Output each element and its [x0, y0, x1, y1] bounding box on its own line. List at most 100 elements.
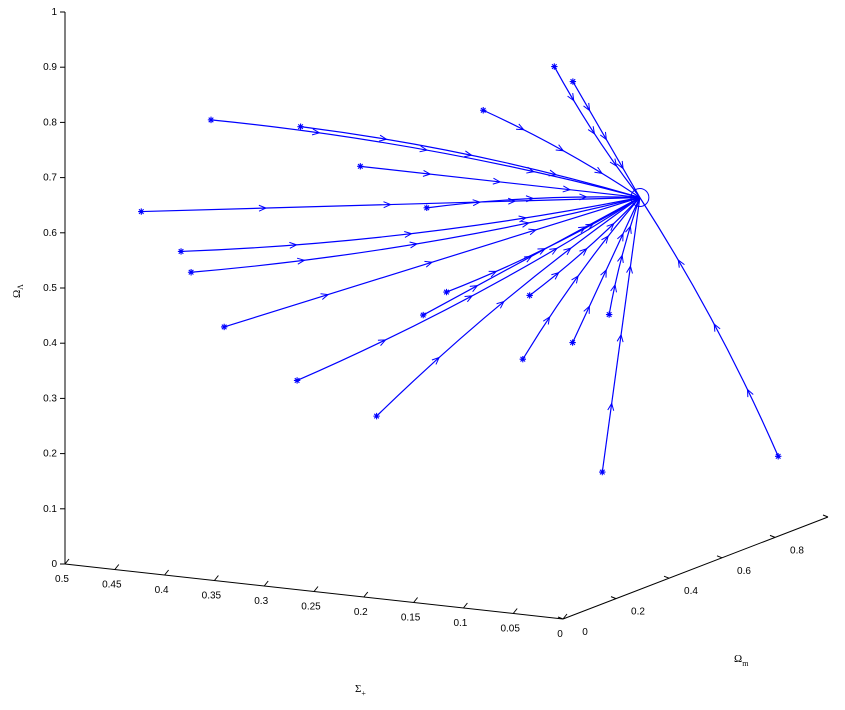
x-tick-label: 0.5: [55, 574, 69, 585]
trajectory: [639, 197, 782, 460]
direction-arrow: [617, 254, 624, 264]
direction-arrow: [472, 199, 482, 207]
trajectory-start-marker: [526, 292, 533, 299]
direction-arrow: [469, 285, 479, 292]
trajectory-line: [181, 196, 640, 253]
y-tick: [716, 555, 723, 559]
x-tick-label: 0.3: [254, 596, 268, 607]
x-tick-label: 0.35: [202, 591, 222, 602]
direction-arrow: [549, 247, 559, 255]
x-tick: [164, 569, 169, 576]
z-tick-label: 0.4: [43, 338, 57, 349]
trajectory: [177, 196, 640, 255]
direction-arrow: [525, 195, 535, 203]
trajectory-line: [210, 119, 641, 199]
z-axis-label: ΩΛ: [11, 284, 25, 298]
trajectory-line: [639, 197, 779, 457]
y-tick-label: 0.8: [790, 545, 804, 556]
direction-arrow: [567, 92, 575, 102]
direction-arrow: [677, 259, 685, 268]
direction-arrow: [563, 247, 572, 256]
trajectory-line: [482, 109, 641, 198]
axes-group: 0 0.1 0.2 0.3 0.4 0.5 0.6 0.7 0.8 0.9 1 0.5 0.45 0.4…: [43, 7, 829, 640]
z-tick-label: 0.1: [43, 504, 57, 515]
trajectory: [526, 197, 641, 299]
direction-arrow: [464, 295, 474, 303]
x-tick: [214, 575, 219, 581]
direction-arrow: [585, 223, 595, 231]
trajectory: [187, 196, 640, 276]
trajectory: [220, 196, 641, 331]
x-tick-label: 0.05: [500, 624, 520, 635]
trajectories-group: [138, 63, 782, 476]
z-tick-label: 0.6: [43, 228, 57, 239]
x-tick: [512, 608, 518, 614]
direction-arrow: [616, 160, 624, 170]
direction-arrow: [583, 305, 590, 314]
trajectory-start-marker: [177, 248, 185, 255]
x-tick-label: 0.4: [155, 585, 169, 596]
trajectory-start-marker: [605, 311, 613, 318]
direction-arrow: [551, 271, 560, 280]
attractor-circle: [630, 188, 650, 207]
x-axis-label: Σ+: [355, 683, 366, 698]
direction-arrow: [296, 257, 306, 265]
direction-arrow: [601, 235, 609, 244]
x-tick: [114, 564, 120, 570]
direction-arrow: [378, 134, 388, 142]
y-tick-label: 0: [582, 627, 588, 638]
x-tick-label: 0.15: [401, 613, 421, 624]
trajectory-start-marker: [569, 339, 576, 346]
y-tick-label: 0.6: [737, 566, 751, 577]
direction-arrow: [606, 222, 615, 231]
y-tick: [822, 514, 829, 518]
z-tick-label: 0.9: [43, 62, 57, 73]
trajectory: [420, 196, 641, 319]
direction-arrow: [607, 402, 615, 411]
z-axis-label-sub: Λ: [16, 284, 25, 290]
trajectory: [480, 107, 641, 198]
z-tick-label: 0.8: [43, 117, 57, 128]
y-tick: [610, 596, 617, 600]
direction-arrow: [424, 260, 434, 268]
direction-arrow: [528, 228, 538, 236]
direction-arrow: [610, 283, 617, 293]
direction-arrow: [571, 274, 579, 284]
z-tick-label: 0.3: [43, 393, 57, 404]
trajectory-start-marker: [519, 355, 526, 363]
y-tick: [769, 534, 776, 538]
direction-arrow: [599, 131, 607, 141]
trajectory: [357, 163, 640, 199]
trajectory-start-marker: [357, 163, 364, 170]
direction-arrow: [600, 268, 607, 278]
direction-arrow: [542, 315, 551, 325]
y-tick-label: 0.4: [684, 586, 698, 597]
trajectory-start-marker: [207, 116, 215, 124]
direction-arrow: [311, 128, 321, 136]
direction-arrow: [464, 150, 473, 158]
trajectory-start-marker: [775, 453, 782, 460]
trajectory-line: [446, 196, 641, 293]
x-tick: [64, 558, 70, 565]
x-axis-label-sub: +: [361, 689, 366, 698]
trajectory-start-marker: [569, 78, 577, 85]
direction-arrow: [404, 231, 413, 238]
direction-arrow: [587, 126, 596, 135]
direction-arrow: [409, 241, 419, 249]
trajectory-line: [522, 197, 641, 360]
y-axis-label-sub: m: [742, 659, 749, 668]
direction-arrow: [625, 225, 632, 234]
y-tick: [663, 575, 670, 579]
direction-arrow: [523, 255, 533, 263]
trajectory: [569, 78, 641, 198]
direction-arrow: [537, 248, 547, 255]
x-ticks: 0.5 0.45 0.4 0.35 0.3 0.25 0.2 0.15 0.1 0.05 0: [55, 558, 568, 640]
direction-arrow: [383, 201, 392, 209]
direction-arrow: [609, 158, 618, 168]
direction-arrow: [579, 247, 588, 256]
trajectory: [569, 197, 641, 346]
z-tick-label: 0: [51, 559, 57, 570]
y-axis-label-main: Ω: [734, 653, 742, 665]
trajectory: [373, 197, 641, 420]
direction-arrow: [422, 169, 432, 177]
